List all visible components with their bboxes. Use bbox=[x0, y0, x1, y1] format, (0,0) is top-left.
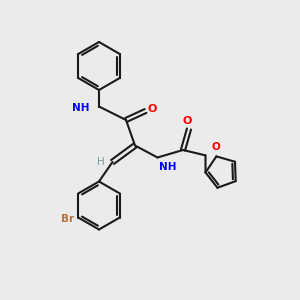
Text: H: H bbox=[97, 157, 105, 167]
Text: NH: NH bbox=[72, 103, 89, 113]
Text: NH: NH bbox=[159, 162, 176, 172]
Text: O: O bbox=[183, 116, 192, 126]
Text: O: O bbox=[212, 142, 221, 152]
Text: O: O bbox=[147, 104, 156, 115]
Text: Br: Br bbox=[61, 214, 74, 224]
